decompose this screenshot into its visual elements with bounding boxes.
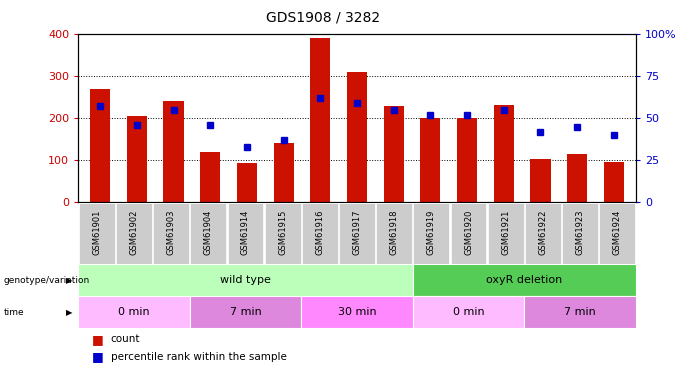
Text: GSM61917: GSM61917 <box>352 210 362 255</box>
Text: count: count <box>111 334 140 345</box>
Bar <box>530 159 551 203</box>
Text: 0 min: 0 min <box>118 307 150 317</box>
Text: ■: ■ <box>92 350 103 363</box>
Bar <box>273 143 294 202</box>
Text: GSM61918: GSM61918 <box>390 210 398 255</box>
Bar <box>494 105 514 202</box>
Text: GSM61901: GSM61901 <box>92 210 101 255</box>
Text: GSM61922: GSM61922 <box>539 210 547 255</box>
Text: 30 min: 30 min <box>338 307 376 317</box>
Text: GSM61919: GSM61919 <box>427 210 436 255</box>
Bar <box>237 163 257 202</box>
Text: 7 min: 7 min <box>230 307 261 317</box>
Text: percentile rank within the sample: percentile rank within the sample <box>111 352 287 362</box>
Text: ▶: ▶ <box>66 308 73 316</box>
Bar <box>200 152 220 202</box>
Text: GDS1908 / 3282: GDS1908 / 3282 <box>266 10 380 24</box>
Bar <box>90 88 110 202</box>
Text: GSM61904: GSM61904 <box>204 210 213 255</box>
Text: ▶: ▶ <box>66 276 73 285</box>
Text: GSM61924: GSM61924 <box>613 210 622 255</box>
Text: GSM61916: GSM61916 <box>316 210 324 255</box>
Text: GSM61923: GSM61923 <box>575 210 585 255</box>
Bar <box>457 118 477 202</box>
Text: 0 min: 0 min <box>453 307 484 317</box>
Text: oxyR deletion: oxyR deletion <box>486 275 562 285</box>
Text: GSM61920: GSM61920 <box>464 210 473 255</box>
Text: 7 min: 7 min <box>564 307 596 317</box>
Text: ■: ■ <box>92 333 103 346</box>
Bar <box>384 106 404 202</box>
Text: GSM61921: GSM61921 <box>501 210 510 255</box>
Text: time: time <box>3 308 24 316</box>
Bar <box>126 116 147 202</box>
Text: GSM61903: GSM61903 <box>167 210 175 255</box>
Bar <box>604 162 624 202</box>
Bar <box>420 118 441 202</box>
Bar <box>347 72 367 202</box>
Text: GSM61914: GSM61914 <box>241 210 250 255</box>
Text: GSM61915: GSM61915 <box>278 210 287 255</box>
Bar <box>163 101 184 202</box>
Text: GSM61902: GSM61902 <box>129 210 139 255</box>
Bar <box>310 38 330 203</box>
Text: wild type: wild type <box>220 275 271 285</box>
Bar <box>567 154 588 203</box>
Text: genotype/variation: genotype/variation <box>3 276 90 285</box>
